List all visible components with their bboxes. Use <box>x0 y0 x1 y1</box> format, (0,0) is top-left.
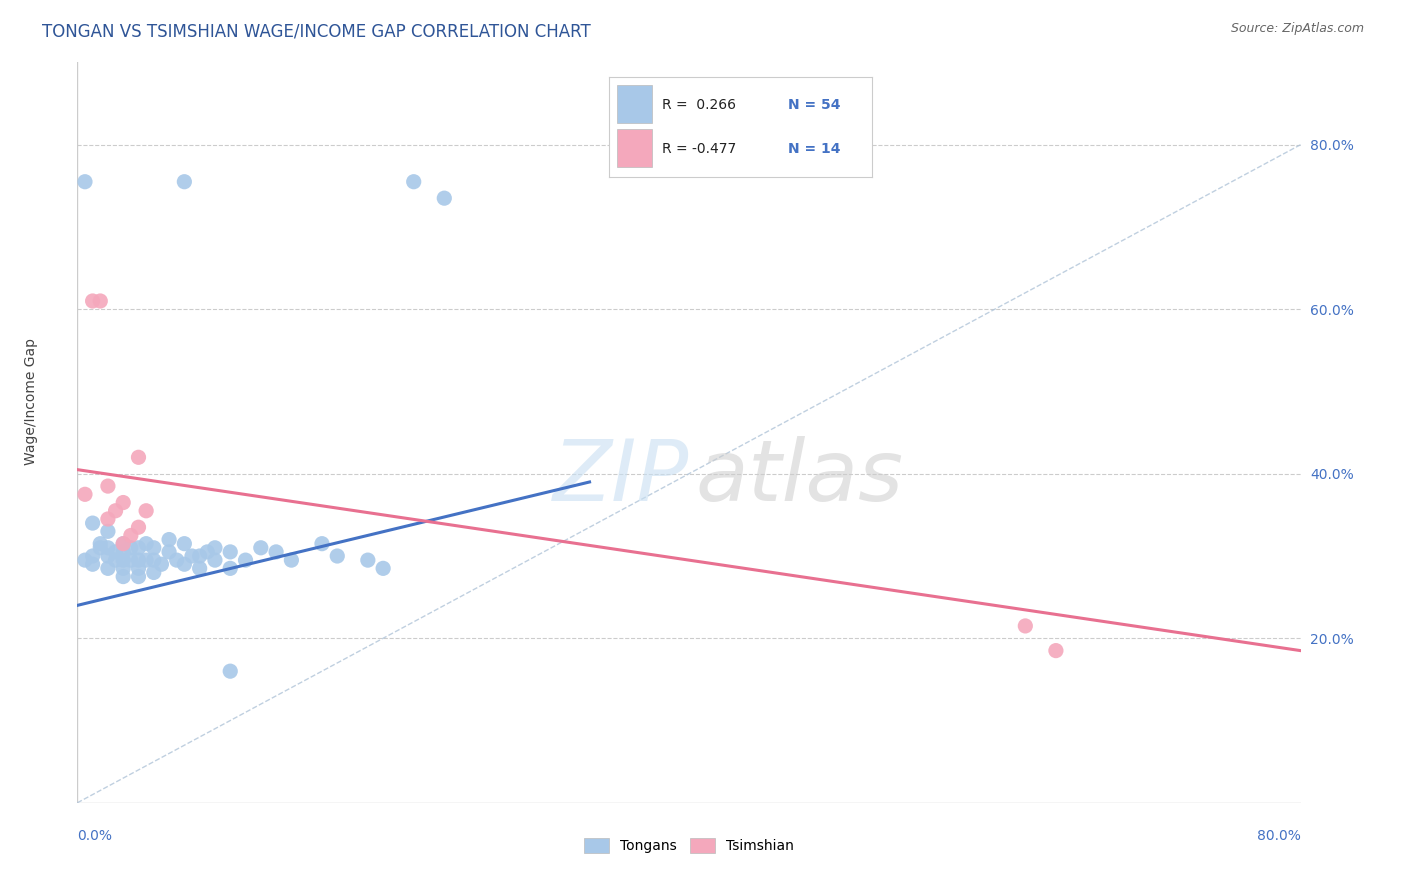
Point <box>371 561 394 575</box>
Text: ZIP: ZIP <box>553 435 689 518</box>
Point <box>82 549 104 563</box>
Point <box>104 545 127 559</box>
Point <box>219 545 242 559</box>
Point <box>357 553 380 567</box>
Point <box>173 175 195 189</box>
Point <box>97 512 120 526</box>
Text: atlas: atlas <box>695 435 903 518</box>
Point <box>97 549 120 563</box>
Point <box>188 549 211 563</box>
Point <box>89 541 111 555</box>
Point <box>120 528 142 542</box>
Point <box>112 569 135 583</box>
Point <box>1045 643 1067 657</box>
Point <box>219 664 242 678</box>
Point <box>89 537 111 551</box>
Point <box>204 541 226 555</box>
Point <box>73 553 96 567</box>
Point <box>97 561 120 575</box>
Point <box>135 504 157 518</box>
Point <box>250 541 273 555</box>
Point <box>326 549 349 563</box>
Point <box>73 175 96 189</box>
Point <box>219 561 242 575</box>
Point <box>235 553 257 567</box>
Point <box>181 549 204 563</box>
Point <box>188 561 211 575</box>
Point <box>82 516 104 530</box>
Point <box>142 553 165 567</box>
Text: 80.0%: 80.0% <box>1257 829 1301 843</box>
Point <box>128 561 150 575</box>
Point <box>97 479 120 493</box>
Point <box>195 545 218 559</box>
Point <box>311 537 333 551</box>
Point <box>120 541 142 555</box>
Point <box>73 487 96 501</box>
Point <box>264 545 287 559</box>
Point <box>173 537 195 551</box>
Point <box>157 533 180 547</box>
Text: TONGAN VS TSIMSHIAN WAGE/INCOME GAP CORRELATION CHART: TONGAN VS TSIMSHIAN WAGE/INCOME GAP CORR… <box>42 22 591 40</box>
Point <box>112 537 135 551</box>
Point <box>104 553 127 567</box>
Point <box>135 553 157 567</box>
Point <box>112 553 135 567</box>
Point <box>112 545 135 559</box>
Point <box>82 293 104 308</box>
Point <box>204 553 226 567</box>
Point <box>402 175 425 189</box>
Point <box>112 537 135 551</box>
Point <box>97 541 120 555</box>
Point <box>142 541 165 555</box>
Point <box>173 558 195 572</box>
Point <box>280 553 302 567</box>
Text: Source: ZipAtlas.com: Source: ZipAtlas.com <box>1230 22 1364 36</box>
Point <box>128 520 150 534</box>
Text: 0.0%: 0.0% <box>77 829 112 843</box>
Point <box>97 524 120 539</box>
Point <box>166 553 188 567</box>
Point <box>89 293 111 308</box>
Point <box>135 537 157 551</box>
Point <box>128 450 150 465</box>
Point <box>142 566 165 580</box>
Point <box>157 545 180 559</box>
Point <box>104 504 127 518</box>
Point <box>128 553 150 567</box>
Point <box>128 569 150 583</box>
Legend: Tongans, Tsimshian: Tongans, Tsimshian <box>578 833 800 859</box>
Point <box>112 561 135 575</box>
Text: Wage/Income Gap: Wage/Income Gap <box>24 338 38 465</box>
Point <box>120 553 142 567</box>
Point <box>1014 619 1036 633</box>
Point <box>150 558 173 572</box>
Point <box>128 541 150 555</box>
Point <box>433 191 456 205</box>
Point <box>82 558 104 572</box>
Point <box>112 495 135 509</box>
